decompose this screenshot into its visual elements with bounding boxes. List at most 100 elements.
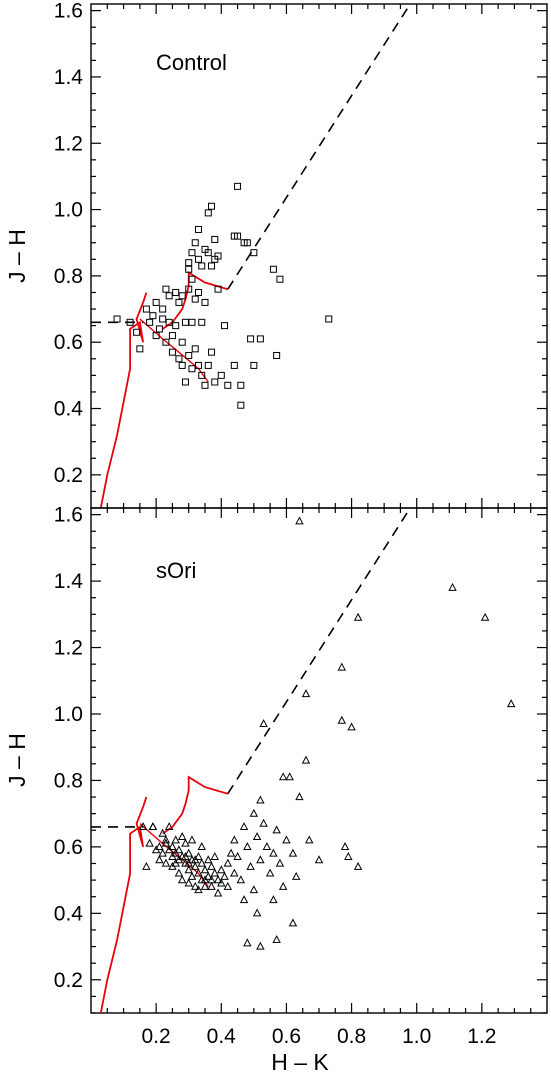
panel-control-tick-labels: 0.2 0.4 0.6 0.8 1.0 1.2 1.4 1.6 <box>54 0 84 487</box>
data-point-triangle <box>295 516 304 525</box>
data-point-square <box>198 371 206 379</box>
data-point-square <box>113 315 121 323</box>
data-point-square <box>211 235 219 243</box>
data-point-triangle <box>252 908 262 917</box>
data-point-triangle <box>243 938 252 947</box>
data-point-square <box>152 298 160 306</box>
data-point-triangle <box>197 842 206 850</box>
panel-control-ytick-label: 1.0 <box>54 199 83 222</box>
data-point-square <box>159 315 167 323</box>
data-point-square <box>188 365 196 373</box>
data-point-triangle <box>347 722 356 731</box>
data-point-triangle <box>164 822 174 831</box>
data-point-square <box>273 351 281 359</box>
data-point-triangle <box>262 842 272 850</box>
panel-sori-ytick-label: 0.8 <box>54 769 83 792</box>
data-point-triangle <box>230 835 239 844</box>
data-point-triangle <box>249 885 259 894</box>
panel-control-ytick-label: 1.2 <box>54 132 83 155</box>
data-point-triangle <box>337 662 347 671</box>
panel-sori: 0.2 0.4 0.6 0.8 1.0 1.2 1.4 1.6 0.2 0.4 0.6 0.8 1.0 1… <box>4 504 548 1075</box>
data-point-square <box>250 249 258 257</box>
data-point-triangle <box>256 855 265 864</box>
data-point-triangle <box>246 861 255 870</box>
panel-sori-locus-giant <box>162 775 229 835</box>
data-point-square <box>185 265 193 273</box>
data-point-triangle <box>197 858 206 867</box>
panel-sori-xtick-label: 1.0 <box>402 1025 431 1048</box>
panel-sori-xtick-label: 0.8 <box>337 1025 366 1048</box>
data-point-square <box>224 381 232 389</box>
data-point-triangle <box>194 885 203 894</box>
data-point-square <box>194 361 202 369</box>
data-point-triangle <box>252 832 262 841</box>
data-point-triangle <box>278 881 288 890</box>
data-point-triangle <box>200 875 210 884</box>
data-point-triangle <box>282 835 291 844</box>
panel-control-reddening-line <box>227 3 411 290</box>
data-point-triangle <box>155 842 164 850</box>
data-point-triangle <box>223 881 233 890</box>
data-point-square <box>276 275 284 283</box>
data-point-triangle <box>207 881 216 890</box>
data-point-triangle <box>272 935 281 944</box>
data-point-triangle <box>181 851 190 860</box>
data-point-square <box>247 335 255 343</box>
panel-sori-ytick-label: 1.4 <box>54 570 84 593</box>
data-point-square <box>194 288 202 296</box>
panel-sori-xtick-label: 0.4 <box>207 1025 237 1048</box>
panel-sori-reddening-line <box>227 507 411 795</box>
data-point-triangle <box>506 699 516 708</box>
panel-control-ylabel: J – H <box>4 229 30 283</box>
data-point-triangle <box>210 851 220 860</box>
data-point-triangle <box>295 792 304 801</box>
data-point-triangle <box>265 868 275 877</box>
data-point-triangle <box>314 855 324 864</box>
data-point-square <box>208 348 216 356</box>
data-point-triangle <box>344 851 353 860</box>
data-point-triangle <box>184 858 193 867</box>
panel-sori-xtick-label: 1.2 <box>467 1025 496 1048</box>
data-point-triangle <box>226 848 236 857</box>
data-point-square <box>211 378 219 386</box>
data-point-square <box>162 285 170 293</box>
data-point-triangle <box>174 868 184 877</box>
data-point-square <box>178 338 186 346</box>
data-point-triangle <box>138 822 148 831</box>
data-point-triangle <box>190 861 200 870</box>
data-point-square <box>234 232 242 240</box>
data-point-triangle <box>213 888 223 897</box>
data-point-square <box>201 381 209 389</box>
data-point-square <box>159 305 167 313</box>
data-point-square <box>188 249 196 257</box>
data-point-triangle <box>207 861 216 870</box>
panel-control-frame <box>90 3 548 509</box>
panel-sori-ytick-label: 0.4 <box>54 902 84 925</box>
data-point-square <box>194 255 202 263</box>
panel-control-ytick-label: 0.8 <box>54 265 83 288</box>
data-point-triangle <box>249 808 259 817</box>
panel-sori-ytick-label: 1.6 <box>54 504 83 527</box>
data-point-square <box>325 315 333 323</box>
data-point-square <box>181 378 189 386</box>
data-point-triangle <box>243 842 252 850</box>
data-point-square <box>165 292 173 300</box>
panel-sori-curves <box>91 507 411 1014</box>
data-point-square <box>201 298 209 306</box>
data-point-triangle <box>171 835 180 844</box>
data-point-square <box>204 209 212 217</box>
data-point-square <box>217 371 225 379</box>
data-point-square <box>146 318 154 326</box>
data-point-triangle <box>194 868 203 877</box>
data-point-triangle <box>353 612 363 621</box>
data-point-square <box>234 182 242 190</box>
data-point-triangle <box>269 848 278 857</box>
data-point-triangle <box>194 851 203 860</box>
data-point-triangle <box>304 835 314 844</box>
data-point-triangle <box>285 772 294 781</box>
data-point-triangle <box>217 865 226 874</box>
data-point-triangle <box>181 838 190 847</box>
panel-sori-points <box>138 516 516 950</box>
data-point-triangle <box>200 881 210 890</box>
